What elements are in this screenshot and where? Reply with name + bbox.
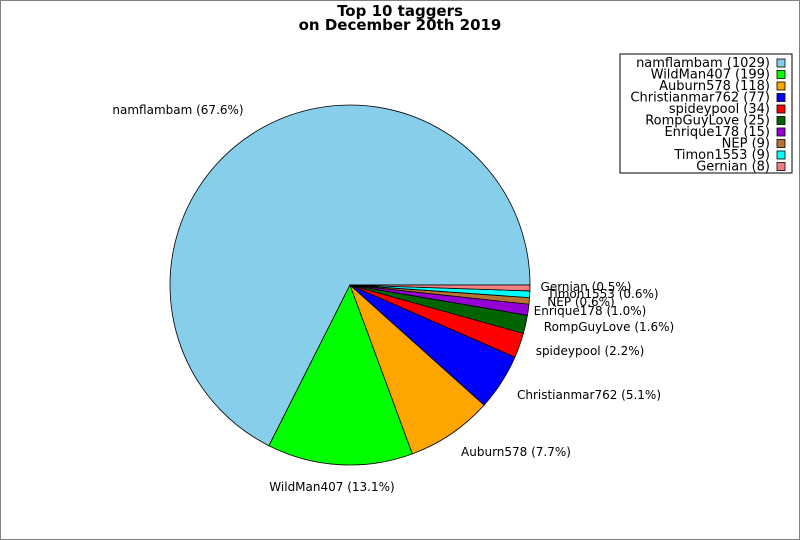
- slice-label-gernian: Gernian (0.5%): [541, 280, 632, 294]
- legend-label-timon1553: Timon1553 (9): [673, 148, 770, 163]
- legend-label-christianmar762: Christianmar762 (77): [630, 91, 770, 106]
- legend-label-wildman407: WildMan407 (199): [651, 68, 770, 83]
- slice-label-timon1553: Timon1553 (0.6%): [546, 287, 658, 301]
- pie-slice-wildman407: [268, 283, 413, 466]
- legend-swatch-nep: [776, 139, 786, 148]
- legend-swatch-rompguylove: [776, 116, 786, 125]
- legend-swatch-christianmar762: [776, 93, 786, 102]
- slice-label-christianmar762: Christianmar762 (5.1%): [517, 388, 661, 402]
- legend-label-namflambam: namflambam (1029): [636, 56, 770, 71]
- pie-slice-gernian: [349, 284, 531, 292]
- slice-label-wildman407: WildMan407 (13.1%): [269, 480, 394, 494]
- slice-label-enrique178: Enrique178 (1.0%): [534, 304, 647, 318]
- legend-swatch-gernian: [776, 162, 786, 171]
- legend-label-nep: NEP (9): [722, 137, 770, 152]
- slice-label-nep: NEP (0.6%): [547, 295, 614, 309]
- legend-box: [619, 53, 793, 174]
- legend-label-rompguylove: RompGuyLove (25): [645, 114, 770, 129]
- slice-label-spideypool: spideypool (2.2%): [536, 344, 645, 358]
- legend-swatch-wildman407: [776, 70, 786, 79]
- legend-swatch-namflambam: [776, 58, 786, 68]
- chart-subtitle: on December 20th 2019: [299, 16, 502, 34]
- slice-label-namflambam: namflambam (67.6%): [112, 103, 243, 117]
- legend-label-spideypool: spideypool (34): [669, 102, 770, 117]
- chart-title: Top 10 taggers: [337, 2, 463, 20]
- slice-label-rompguylove: RompGuyLove (1.6%): [544, 320, 674, 334]
- slice-labels: namflambam (67.6%) WildMan407 (13.1%) Aubu…: [112, 103, 674, 494]
- legend-label-gernian: Gernian (8): [696, 160, 770, 175]
- legend-swatch-auburn578: [776, 81, 786, 91]
- pie-slices: [169, 104, 531, 466]
- legend-swatch-timon1553: [776, 150, 786, 160]
- legend-swatch-enrique178: [776, 127, 786, 137]
- legend-label-enrique178: Enrique178 (15): [664, 125, 770, 140]
- legend: namflambam (1029)WildMan407 (199)Auburn5…: [619, 53, 793, 175]
- pie-slice-namflambam: [169, 104, 531, 447]
- slice-label-auburn578: Auburn578 (7.7%): [461, 445, 571, 459]
- legend-label-auburn578: Auburn578 (118): [659, 79, 770, 94]
- legend-swatch-spideypool: [776, 104, 786, 114]
